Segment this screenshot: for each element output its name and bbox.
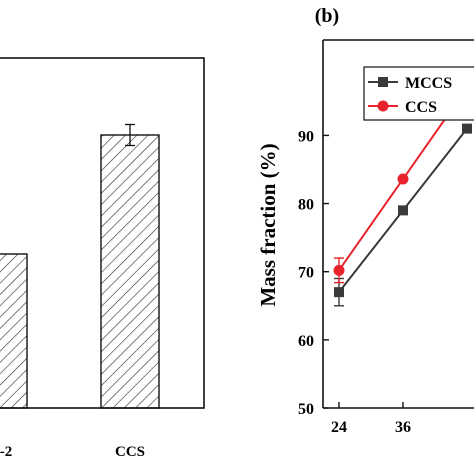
legend-label-mccs: MCCS xyxy=(405,75,452,92)
legend: MCCS CCS xyxy=(363,66,474,121)
y-tick-label-80: 80 xyxy=(298,197,314,214)
panel-a-xtick-1: CCS xyxy=(115,444,145,460)
y-axis-label: Mass fraction (%) xyxy=(256,143,280,306)
legend-label-ccs: CCS xyxy=(405,99,437,116)
panel-b: (b) Mass fraction (%) 50 60 70 80 90 24 36 MCC… xyxy=(256,5,474,436)
x-tick-label-36: 36 xyxy=(395,419,411,436)
y-tick-label-90: 90 xyxy=(298,128,314,145)
panel-b-series xyxy=(333,82,473,307)
panel-label: (b) xyxy=(315,5,339,27)
bar-CCS xyxy=(100,134,160,409)
panel-b-ticks: 50 60 70 80 90 24 36 xyxy=(298,128,411,436)
panel-a-bars xyxy=(0,123,160,409)
point-MCCS-48 xyxy=(462,123,472,134)
panel-a-xtick-0: -2 xyxy=(0,444,12,460)
panel-a: -2 CCS xyxy=(0,57,205,460)
point-MCCS-24 xyxy=(334,287,344,298)
x-tick-label-24: 24 xyxy=(331,419,347,436)
legend-marker-ccs xyxy=(377,100,389,112)
point-CCS-36 xyxy=(397,173,409,185)
y-tick-label-50: 50 xyxy=(298,401,314,418)
legend-marker-mccs xyxy=(378,77,388,87)
panel-a-frame xyxy=(0,57,205,409)
point-MCCS-36 xyxy=(398,205,408,216)
y-tick-label-60: 60 xyxy=(298,333,314,350)
bar--2 xyxy=(0,253,28,409)
y-tick-label-70: 70 xyxy=(298,265,314,282)
point-CCS-24 xyxy=(333,264,345,276)
